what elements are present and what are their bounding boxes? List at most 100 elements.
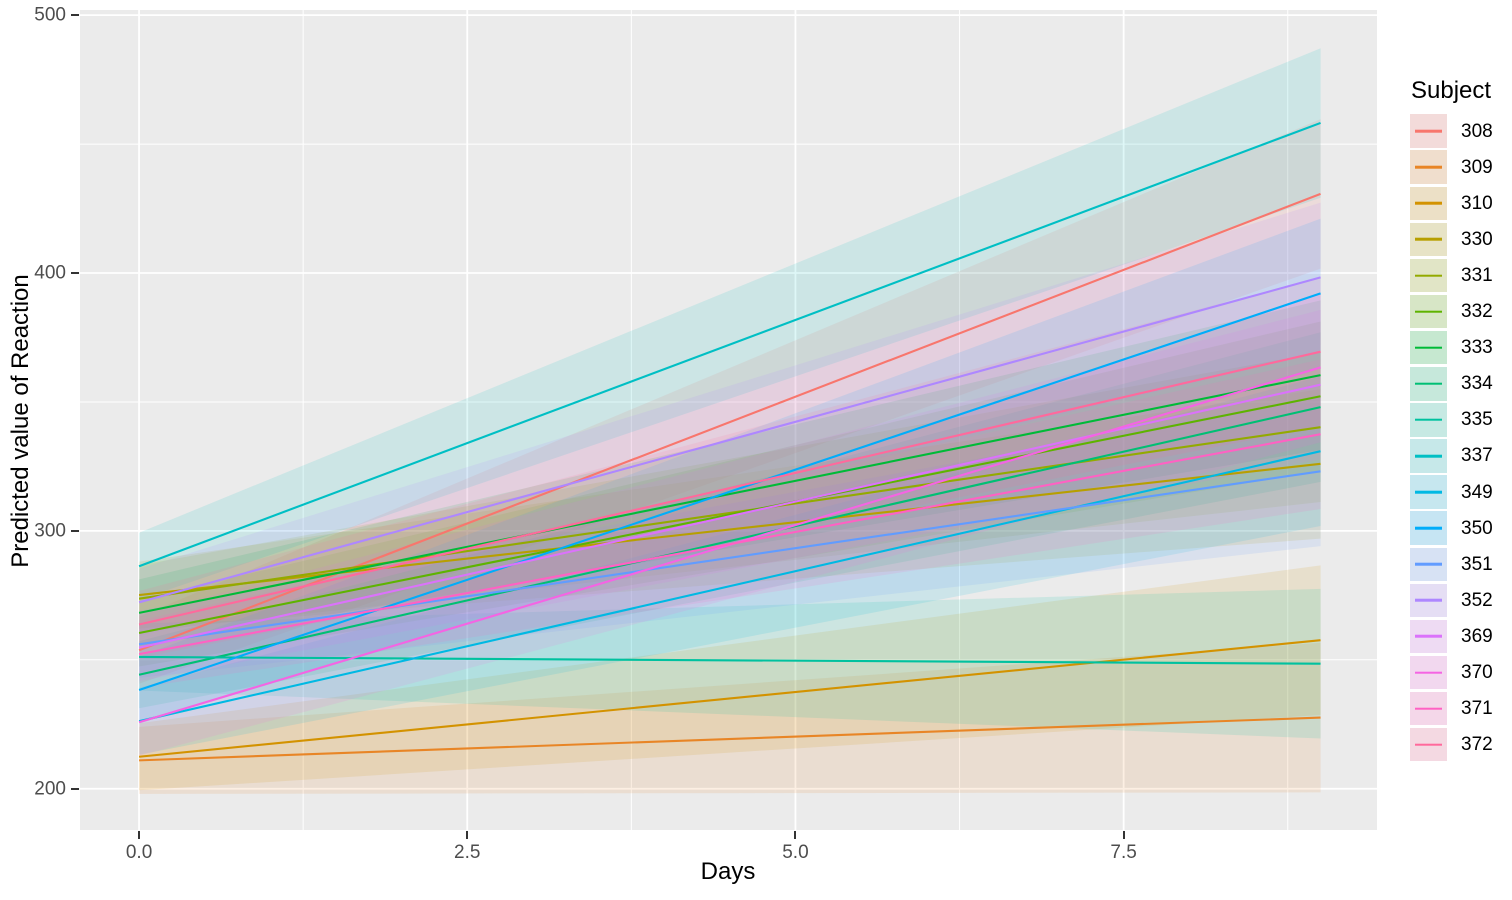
legend-line-sample <box>1415 382 1442 386</box>
legend-label-337: 337 <box>1461 445 1493 467</box>
line-333 <box>138 374 1321 614</box>
line-369 <box>138 383 1321 649</box>
legend: Subject 308 309 310 330 331 332 333 334 335 337 34… <box>1410 77 1510 764</box>
legend-label-371: 371 <box>1461 698 1493 720</box>
ribbon-335 <box>139 588 1321 739</box>
legend-key-310: 310 <box>1410 186 1510 221</box>
legend-line-sample <box>1415 562 1442 566</box>
legend-swatch-331 <box>1410 258 1447 293</box>
legend-key-369: 369 <box>1410 619 1510 654</box>
legend-line-sample <box>1415 490 1442 494</box>
y-tick-label-500: 500 <box>34 4 66 26</box>
legend-swatch-309 <box>1410 150 1447 184</box>
line-372 <box>138 350 1321 626</box>
legend-line-sample <box>1415 635 1442 638</box>
legend-key-335: 335 <box>1410 403 1510 437</box>
ribbon-310 <box>139 565 1321 791</box>
ribbon-308 <box>139 119 1321 684</box>
line-335 <box>139 655 1321 665</box>
y-tick-mark <box>71 787 79 790</box>
y-tick-mark <box>71 14 79 17</box>
legend-swatch-350 <box>1410 511 1447 545</box>
y-tick-label-200: 200 <box>34 778 66 800</box>
legend-swatch-308 <box>1410 114 1447 148</box>
ribbon-334 <box>139 332 1321 709</box>
x-tick-mark <box>138 831 141 839</box>
legend-key-351: 351 <box>1410 547 1510 582</box>
legend-key-350: 350 <box>1410 511 1510 545</box>
legend-title: Subject <box>1411 77 1492 104</box>
legend-swatch-370 <box>1410 655 1447 690</box>
legend-line-sample <box>1415 707 1442 710</box>
x-tick-label-7.5: 7.5 <box>1110 842 1137 863</box>
line-351 <box>138 470 1321 646</box>
ribbon-370 <box>139 292 1321 756</box>
y-axis-title: Predicted value of Reaction <box>7 274 34 568</box>
legend-swatch-372 <box>1410 727 1447 762</box>
ribbon-350 <box>139 218 1321 724</box>
ribbon-369 <box>139 309 1321 682</box>
legend-label-332: 332 <box>1461 301 1493 323</box>
legend-line-sample <box>1415 310 1442 313</box>
legend-line-sample <box>1415 526 1442 530</box>
ribbon-352 <box>139 202 1321 636</box>
legend-label-334: 334 <box>1461 373 1493 395</box>
legend-key-352: 352 <box>1410 583 1510 618</box>
legend-line-sample <box>1415 671 1442 674</box>
ribbon-330 <box>139 389 1321 629</box>
legend-label-351: 351 <box>1461 553 1493 575</box>
legend-line-sample <box>1415 238 1442 241</box>
legend-label-369: 369 <box>1461 625 1493 647</box>
ribbon-333 <box>139 300 1321 647</box>
legend-label-352: 352 <box>1461 589 1493 611</box>
x-tick-mark <box>466 831 469 839</box>
legend-line-sample <box>1415 454 1442 458</box>
legend-label-350: 350 <box>1461 517 1493 539</box>
legend-label-349: 349 <box>1461 481 1493 503</box>
legend-key-309: 309 <box>1410 150 1510 184</box>
plot-area <box>80 10 1377 830</box>
legend-key-372: 372 <box>1410 727 1510 762</box>
legend-key-331: 331 <box>1410 258 1510 293</box>
legend-swatch-335 <box>1410 403 1447 437</box>
legend-line-sample <box>1415 274 1442 277</box>
legend-label-309: 309 <box>1461 156 1493 178</box>
line-371 <box>138 433 1321 656</box>
legend-swatch-332 <box>1410 294 1447 329</box>
legend-label-310: 310 <box>1461 192 1493 214</box>
legend-swatch-333 <box>1410 330 1447 365</box>
x-tick-label-2.5: 2.5 <box>454 842 481 863</box>
line-352 <box>138 276 1321 604</box>
legend-label-330: 330 <box>1461 228 1493 250</box>
y-tick-label-300: 300 <box>34 520 66 542</box>
line-309 <box>139 716 1321 762</box>
legend-swatch-310 <box>1410 186 1447 221</box>
legend-key-337: 337 <box>1410 439 1510 473</box>
y-tick-label-400: 400 <box>34 262 66 284</box>
legend-line-sample <box>1415 346 1442 349</box>
legend-swatch-371 <box>1410 691 1447 726</box>
legend-line-sample <box>1415 165 1442 169</box>
legend-key-333: 333 <box>1410 330 1510 365</box>
legend-swatch-369 <box>1410 619 1447 654</box>
legend-swatch-337 <box>1410 439 1447 473</box>
legend-key-308: 308 <box>1410 114 1510 148</box>
ribbon-371 <box>139 359 1321 688</box>
x-axis-title: Days <box>700 858 756 885</box>
legend-key-371: 371 <box>1410 691 1510 726</box>
legend-key-334: 334 <box>1410 367 1510 401</box>
legend-swatch-334 <box>1410 367 1447 401</box>
y-tick-mark <box>71 272 79 275</box>
legend-keys: 308 309 310 330 331 332 333 334 335 337 349 350 351 3… <box>1410 114 1510 762</box>
x-tick-label-0.0: 0.0 <box>125 842 153 863</box>
legend-swatch-352 <box>1410 583 1447 618</box>
line-334 <box>138 406 1321 676</box>
legend-line-sample <box>1415 129 1442 133</box>
legend-key-370: 370 <box>1410 655 1510 690</box>
line-331 <box>138 426 1321 600</box>
ribbon-337 <box>139 48 1321 600</box>
x-tick-mark <box>1122 831 1125 839</box>
legend-label-335: 335 <box>1461 409 1493 431</box>
x-tick-label-5.0: 5.0 <box>782 842 809 863</box>
